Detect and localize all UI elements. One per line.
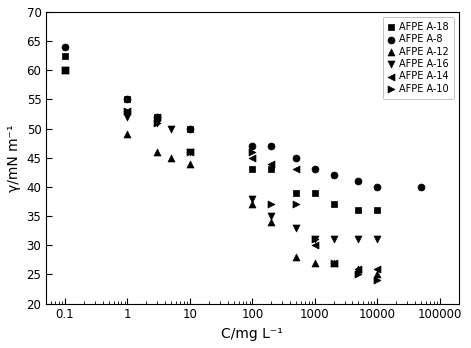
AFPE A-18 (268, 167, 275, 172)
AFPE A-16 (311, 237, 318, 242)
AFPE A-16 (268, 213, 275, 219)
AFPE A-10 (124, 108, 131, 114)
Y-axis label: γ/mN m⁻¹: γ/mN m⁻¹ (7, 124, 21, 192)
AFPE A-14 (186, 149, 194, 155)
AFPE A-16 (61, 68, 69, 73)
AFPE A-8 (311, 167, 318, 172)
AFPE A-12 (330, 260, 337, 266)
AFPE A-8 (417, 184, 425, 190)
AFPE A-16 (292, 225, 300, 231)
AFPE A-10 (374, 277, 381, 283)
AFPE A-12 (374, 272, 381, 277)
AFPE A-12 (61, 68, 69, 73)
AFPE A-12 (154, 149, 161, 155)
AFPE A-18 (292, 190, 300, 196)
AFPE A-18 (330, 202, 337, 207)
AFPE A-14 (61, 68, 69, 73)
AFPE A-18 (374, 207, 381, 213)
AFPE A-8 (374, 184, 381, 190)
AFPE A-12 (311, 260, 318, 266)
AFPE A-14 (154, 114, 161, 120)
AFPE A-12 (124, 132, 131, 137)
AFPE A-8 (249, 143, 256, 149)
AFPE A-18 (124, 97, 131, 102)
AFPE A-16 (167, 126, 175, 132)
AFPE A-14 (292, 167, 300, 172)
AFPE A-8 (330, 173, 337, 178)
Legend: AFPE A-18, AFPE A-8, AFPE A-12, AFPE A-16, AFPE A-14, AFPE A-10: AFPE A-18, AFPE A-8, AFPE A-12, AFPE A-1… (382, 17, 454, 99)
AFPE A-10 (154, 120, 161, 126)
AFPE A-16 (249, 196, 256, 201)
AFPE A-14 (124, 108, 131, 114)
AFPE A-10 (249, 149, 256, 155)
AFPE A-10 (61, 68, 69, 73)
AFPE A-18 (311, 190, 318, 196)
AFPE A-10 (292, 202, 300, 207)
AFPE A-10 (186, 149, 194, 155)
AFPE A-16 (374, 237, 381, 242)
AFPE A-8 (124, 97, 131, 102)
AFPE A-16 (330, 237, 337, 242)
X-axis label: C/mg L⁻¹: C/mg L⁻¹ (221, 327, 284, 341)
AFPE A-8 (61, 44, 69, 50)
AFPE A-12 (249, 202, 256, 207)
AFPE A-18 (355, 207, 362, 213)
AFPE A-14 (311, 243, 318, 248)
AFPE A-12 (167, 155, 175, 160)
AFPE A-18 (249, 167, 256, 172)
AFPE A-14 (330, 260, 337, 266)
AFPE A-16 (154, 120, 161, 126)
AFPE A-14 (249, 155, 256, 160)
AFPE A-8 (292, 155, 300, 160)
AFPE A-10 (330, 260, 337, 266)
AFPE A-12 (292, 254, 300, 260)
AFPE A-16 (124, 114, 131, 120)
AFPE A-10 (311, 237, 318, 242)
AFPE A-12 (355, 266, 362, 271)
AFPE A-10 (355, 272, 362, 277)
AFPE A-16 (186, 149, 194, 155)
AFPE A-18 (154, 114, 161, 120)
AFPE A-8 (186, 126, 194, 132)
AFPE A-8 (268, 143, 275, 149)
AFPE A-14 (374, 266, 381, 271)
AFPE A-8 (355, 178, 362, 184)
AFPE A-10 (268, 202, 275, 207)
AFPE A-18 (61, 53, 69, 58)
AFPE A-8 (154, 114, 161, 120)
AFPE A-14 (355, 266, 362, 271)
AFPE A-12 (186, 161, 194, 166)
AFPE A-18 (186, 126, 194, 132)
AFPE A-12 (268, 219, 275, 225)
AFPE A-16 (355, 237, 362, 242)
AFPE A-14 (268, 161, 275, 166)
